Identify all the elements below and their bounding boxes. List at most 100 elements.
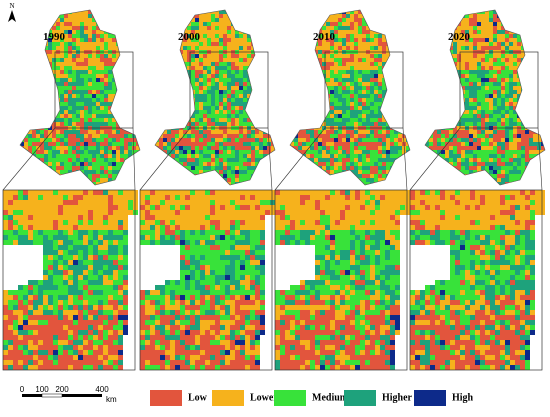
map-cell [191,66,195,70]
map-cell [275,82,279,86]
map-cell [185,285,190,290]
map-cell [98,235,103,240]
map-cell [64,94,68,98]
map-cell [38,315,43,320]
map-cell [220,200,225,205]
map-cell [243,174,247,178]
map-cell [60,42,64,46]
map-cell [215,70,219,74]
map-cell [60,106,64,110]
map-cell [330,82,334,86]
map-cell [13,330,18,335]
map-cell [187,62,191,66]
map-cell [247,78,251,82]
map-cell [76,134,80,138]
map-cell [211,122,215,126]
map-cell [93,285,98,290]
map-cell [44,78,48,82]
map-cell [92,62,96,66]
map-cell [112,130,116,134]
map-cell [73,210,78,215]
map-cell [3,360,8,365]
map-cell [104,98,108,102]
map-cell [366,10,370,14]
map-cell [245,325,250,330]
map-cell [259,98,263,102]
map-cell [24,126,28,130]
map-cell [92,22,96,26]
map-cell [58,215,63,220]
map-cell [220,295,225,300]
map-cell [302,46,306,50]
map-cell [44,74,48,78]
map-cell [3,190,8,195]
map-cell [120,30,124,34]
map-cell [314,82,318,86]
map-cell [394,66,398,70]
map-cell [275,166,279,170]
map-cell [211,154,215,158]
map-cell [211,94,215,98]
map-cell [112,182,116,185]
map-cell [100,86,104,90]
map-cell [223,86,227,90]
map-cell [118,200,123,205]
map-cell [28,355,33,360]
map-cell [374,34,378,38]
map-cell [120,102,124,106]
map-cell [145,360,150,365]
map-cell [13,310,18,315]
map-cell [136,122,140,126]
map-cell [24,22,28,26]
map-cell [108,154,112,158]
map-cell [187,102,191,106]
map-cell [203,142,207,146]
map-cell [96,26,100,30]
map-cell [53,220,58,225]
map-cell [40,178,44,182]
map-cell [180,360,185,365]
map-cell [136,18,140,22]
map-cell [183,130,187,134]
map-cell [398,10,402,14]
map-cell [73,275,78,280]
map-cell [118,255,123,260]
map-cell [118,225,123,230]
map-cell [247,182,251,185]
map-cell [100,90,104,94]
map-cell [28,110,32,114]
map-cell [20,70,24,74]
map-cell [20,50,24,54]
map-cell [306,30,310,34]
map-cell [93,215,98,220]
map-cell [302,30,306,34]
map-cell [123,330,128,335]
map-cell [32,18,36,22]
map-cell [263,98,267,102]
map-cell [271,94,275,98]
map-cell [250,230,255,235]
map-cell [43,355,48,360]
map-cell [56,130,60,134]
map-cell [63,195,68,200]
map-cell [243,134,247,138]
map-cell [223,98,227,102]
map-cell [227,26,231,30]
map-cell [43,210,48,215]
map-cell [43,330,48,335]
map-cell [215,245,220,250]
map-cell [225,245,230,250]
map-cell [163,30,167,34]
map-cell [3,315,8,320]
map-cell [72,142,76,146]
map-cell [132,74,136,78]
map-cell [267,74,271,78]
map-cell [215,355,220,360]
map-cell [36,94,40,98]
map-cell [48,158,52,162]
map-cell [120,158,124,162]
map-cell [24,58,28,62]
map-cell [314,10,318,14]
map-cell [123,285,128,290]
map-cell [203,66,207,70]
